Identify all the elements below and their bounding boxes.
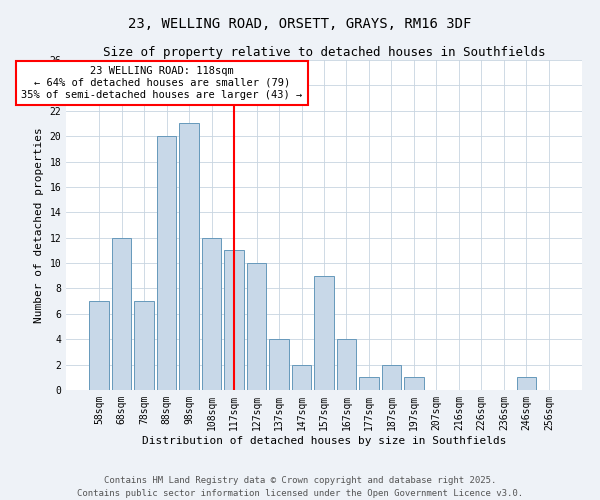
Text: 23 WELLING ROAD: 118sqm
← 64% of detached houses are smaller (79)
35% of semi-de: 23 WELLING ROAD: 118sqm ← 64% of detache… xyxy=(22,66,302,100)
Bar xyxy=(224,250,244,390)
Bar xyxy=(382,364,401,390)
Text: 23, WELLING ROAD, ORSETT, GRAYS, RM16 3DF: 23, WELLING ROAD, ORSETT, GRAYS, RM16 3D… xyxy=(128,18,472,32)
Title: Size of property relative to detached houses in Southfields: Size of property relative to detached ho… xyxy=(103,46,545,59)
Bar xyxy=(517,378,536,390)
Bar xyxy=(202,238,221,390)
Bar xyxy=(157,136,176,390)
Text: Contains HM Land Registry data © Crown copyright and database right 2025.
Contai: Contains HM Land Registry data © Crown c… xyxy=(77,476,523,498)
Y-axis label: Number of detached properties: Number of detached properties xyxy=(34,127,44,323)
Bar xyxy=(89,301,109,390)
Bar xyxy=(404,378,424,390)
Bar xyxy=(292,364,311,390)
X-axis label: Distribution of detached houses by size in Southfields: Distribution of detached houses by size … xyxy=(142,436,506,446)
Bar xyxy=(247,263,266,390)
Bar xyxy=(179,124,199,390)
Bar xyxy=(269,339,289,390)
Bar xyxy=(134,301,154,390)
Bar xyxy=(112,238,131,390)
Bar xyxy=(359,378,379,390)
Bar xyxy=(337,339,356,390)
Bar xyxy=(314,276,334,390)
